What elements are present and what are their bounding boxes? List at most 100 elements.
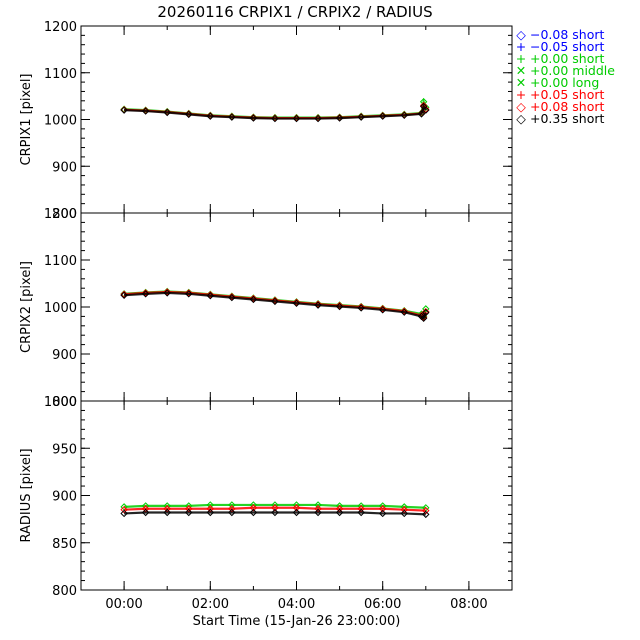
data-point <box>271 114 279 123</box>
y-tick-label: 800 <box>52 584 77 599</box>
data-point <box>206 292 215 300</box>
data-point <box>357 113 365 121</box>
legend-item: + +0.05 short <box>512 87 638 102</box>
series--0-05-short <box>120 504 430 515</box>
y-axis-label: CRPIX2 [pixel] <box>19 261 34 353</box>
y-tick-label: 850 <box>52 537 77 552</box>
legend-item: ✕ +0.00 middle <box>512 63 638 78</box>
data-point <box>314 114 322 123</box>
data-point <box>419 313 428 322</box>
data-point <box>357 304 365 312</box>
legend-item: ✕ +0.00 long <box>512 75 638 90</box>
x-tick-label: 02:00 <box>192 597 229 612</box>
data-point <box>228 293 236 302</box>
y-tick-label: 900 <box>52 348 77 363</box>
data-point <box>185 290 193 298</box>
x-tick-label: 04:00 <box>278 597 315 612</box>
data-point <box>378 306 387 314</box>
data-point <box>141 508 150 517</box>
data-point <box>378 305 387 313</box>
y-tick-label: 1200 <box>44 20 77 35</box>
data-point <box>249 294 258 303</box>
legend-label: +0.00 middle <box>530 63 615 78</box>
data-point <box>422 510 430 519</box>
y-tick-label: 1000 <box>44 301 77 316</box>
series-line <box>124 511 426 516</box>
data-point <box>357 508 365 517</box>
data-point <box>422 106 430 114</box>
data-point <box>163 289 171 297</box>
data-point <box>378 509 387 518</box>
data-point <box>271 508 279 517</box>
data-point <box>314 301 322 309</box>
legend-label: +0.05 short <box>530 87 605 102</box>
y-tick-label: 1100 <box>44 67 77 82</box>
series--0-35-short <box>120 102 430 123</box>
legend-symbol-icon: + <box>515 87 527 102</box>
legend-label: −0.08 short <box>530 27 605 42</box>
legend-symbol-icon: ◇ <box>516 99 526 114</box>
y-tick-label: 950 <box>52 442 77 457</box>
data-point <box>120 503 128 511</box>
legend: ◇ −0.08 short + −0.05 short + +0.00 short ✕ +0.… <box>512 27 638 125</box>
legend-label: −0.05 short <box>530 39 605 54</box>
data-point <box>400 307 408 315</box>
data-point <box>335 114 344 122</box>
data-point <box>206 508 215 517</box>
series--0-35-short <box>120 289 430 322</box>
data-point <box>120 106 128 114</box>
data-point <box>292 298 301 307</box>
panel-3: 800 850 900 950 1000 RADIUS [pixel] 00:00 02:00… <box>19 395 513 629</box>
legend-item: + +0.00 short <box>512 51 638 66</box>
chart-panels: 800 900 1000 1100 1200 CRPIX1 [pixel] 800 900 10… <box>19 20 513 629</box>
data-point <box>185 289 193 297</box>
data-point <box>271 296 279 305</box>
data-point <box>292 508 301 517</box>
data-point <box>292 504 301 512</box>
data-point <box>419 314 428 322</box>
data-point <box>206 291 215 299</box>
data-point <box>314 300 322 308</box>
panel-1: 800 900 1000 1100 1200 CRPIX1 [pixel] <box>19 20 513 222</box>
data-point <box>228 508 236 517</box>
data-point <box>335 508 344 517</box>
data-point <box>292 114 301 123</box>
y-tick-label: 1000 <box>44 114 77 129</box>
data-point <box>206 112 215 120</box>
legend-item: ◇ +0.08 short <box>512 99 638 114</box>
legend-symbol-icon: ✕ <box>515 75 527 90</box>
y-tick-label: 900 <box>52 160 77 175</box>
y-axis-label: RADIUS [pixel] <box>19 448 34 542</box>
data-point <box>271 297 279 306</box>
series--0-35-short <box>120 508 430 519</box>
y-tick-label: 800 <box>52 395 77 410</box>
x-tick-label: 00:00 <box>105 597 142 612</box>
data-point <box>378 112 387 120</box>
data-point <box>185 508 193 517</box>
x-axis-label: Start Time (15-Jan-26 23:00:00) <box>193 614 401 629</box>
legend-item: + −0.05 short <box>512 39 638 54</box>
data-point <box>228 292 236 301</box>
legend-symbol-icon: + <box>515 51 527 66</box>
data-point <box>400 111 408 120</box>
data-point <box>249 114 258 122</box>
data-point <box>400 509 408 518</box>
data-point <box>400 308 408 316</box>
legend-item: ◇ −0.08 short <box>512 27 638 42</box>
y-tick-label: 800 <box>52 207 77 222</box>
data-point <box>120 291 128 299</box>
series-line <box>124 103 427 120</box>
y-tick-label: 1200 <box>44 207 77 222</box>
chart-title: 20260116 CRPIX1 / CRPIX2 / RADIUS <box>157 3 432 21</box>
series-line <box>124 506 426 512</box>
series-line <box>124 291 427 321</box>
data-point <box>249 295 258 304</box>
y-tick-label: 1100 <box>44 254 77 269</box>
legend-label: +0.00 short <box>530 51 605 66</box>
y-tick-label: 900 <box>52 490 77 505</box>
data-point <box>120 509 128 518</box>
data-point <box>163 108 171 117</box>
x-tick-label: 08:00 <box>450 597 487 612</box>
y-tick-label: 1000 <box>44 395 77 410</box>
